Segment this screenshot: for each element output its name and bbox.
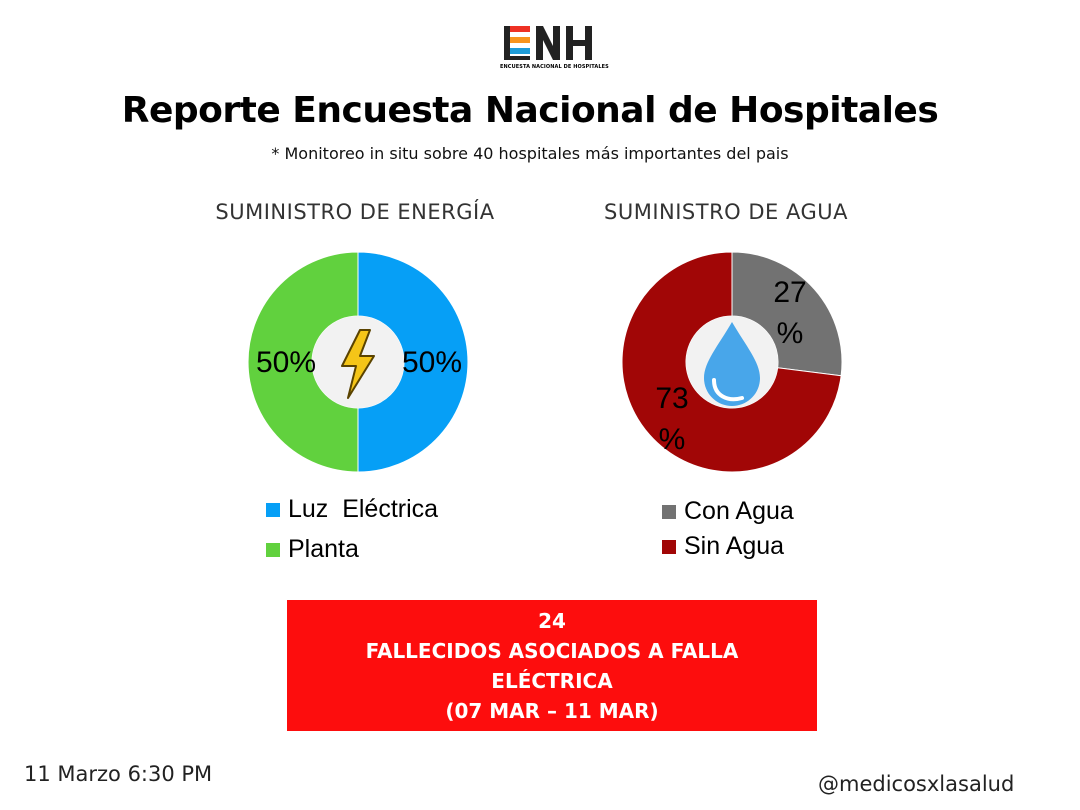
water-drop-icon xyxy=(704,322,760,406)
lightning-icon xyxy=(341,329,375,399)
alert-line: FALLECIDOS ASOCIADOS A FALLA xyxy=(365,638,739,663)
page-title: Reporte Encuesta Nacional de Hospitales xyxy=(121,90,939,131)
alert-line: ELÉCTRICA xyxy=(491,668,613,693)
water-label-con-agua-unit: % xyxy=(777,317,804,350)
legend-label: Sin Agua xyxy=(684,532,785,560)
water-label-sin-agua-value: 73 xyxy=(655,382,688,415)
enh-logo-mark xyxy=(504,26,592,60)
energy-label-luz: 50% xyxy=(402,346,462,379)
legend-label: Luz Eléctrica xyxy=(288,495,439,523)
legend-swatch xyxy=(662,504,676,519)
water-chart-title: SUMINISTRO DE AGUA xyxy=(604,200,848,224)
report-date: 11 Marzo 6:30 PM xyxy=(24,762,213,786)
legend-label: Con Agua xyxy=(684,497,794,525)
energy-donut-chart: 50% 50% xyxy=(247,251,469,473)
water-slice-0 xyxy=(731,251,843,377)
energy-chart-title: SUMINISTRO DE ENERGÍA xyxy=(215,200,495,224)
legend-swatch xyxy=(266,542,280,557)
deaths-alert-box: 24 FALLECIDOS ASOCIADOS A FALLA ELÉCTRIC… xyxy=(287,600,817,731)
energy-label-planta: 50% xyxy=(256,346,316,379)
legend-item-sin-agua: Sin Agua xyxy=(662,532,784,561)
legend-item-planta: Planta xyxy=(266,535,359,564)
alert-count: 24 xyxy=(538,608,566,633)
legend-swatch xyxy=(662,539,676,554)
page-subtitle: * Monitoreo in situ sobre 40 hospitales … xyxy=(271,144,789,163)
water-donut-chart: 27 % 73 % xyxy=(621,251,843,473)
alert-date-range: (07 MAR – 11 MAR) xyxy=(445,698,659,723)
legend-label: Planta xyxy=(288,535,359,563)
social-handle: @medicosxlasalud xyxy=(818,772,1015,796)
water-label-sin-agua-unit: % xyxy=(659,423,686,456)
legend-item-luz-electrica: Luz Eléctrica xyxy=(266,495,438,524)
logo-subtext: ENCUESTA NACIONAL DE HOSPITALES xyxy=(500,64,609,70)
water-label-con-agua-value: 27 xyxy=(773,276,806,309)
legend-item-con-agua: Con Agua xyxy=(662,497,794,526)
enh-logo: ENCUESTA NACIONAL DE HOSPITALES xyxy=(500,22,609,74)
legend-swatch xyxy=(266,502,280,517)
